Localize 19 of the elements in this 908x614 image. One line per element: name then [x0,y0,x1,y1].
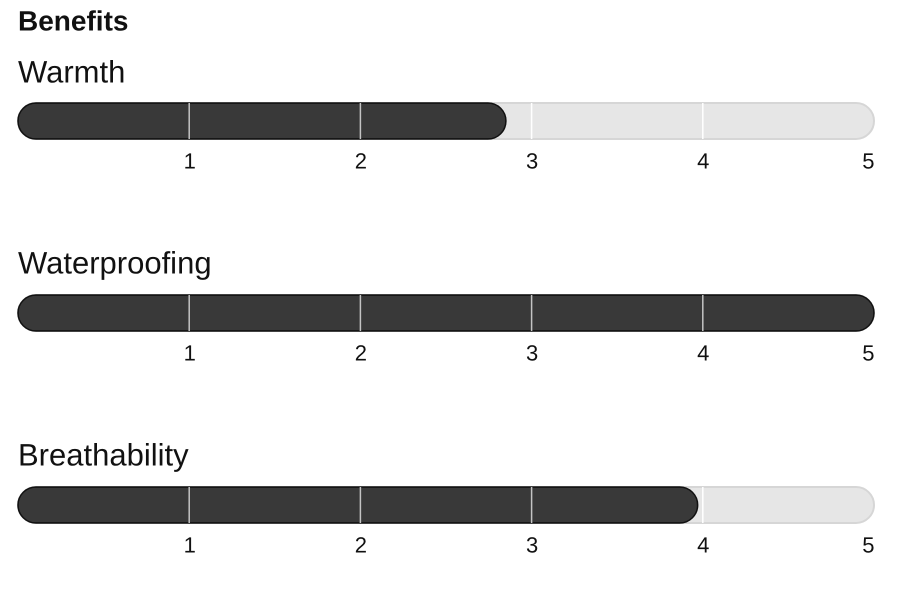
x-tick-label: 2 [354,148,368,174]
x-tick-label: 5 [862,148,874,174]
x-tick-label: 3 [526,148,538,174]
x-tick-label: 1 [184,148,196,174]
y-tick-label: Waterproofing [18,245,212,280]
x-tick-label: 1 [184,532,196,558]
x-tick-label: 1 [184,340,196,366]
text: Benefits [18,5,128,36]
x-tick-label: 2 [354,532,368,558]
x-tick-label: 5 [862,340,874,366]
x-tick-label: 3 [526,340,538,366]
x-tick-label: 2 [354,340,368,366]
x-tick-label: 5 [862,532,874,558]
y-tick-label: Warmth [18,54,126,90]
x-tick-label: 4 [697,148,710,174]
x-tick-label: 4 [697,340,710,366]
x-tick-label: 3 [526,532,538,558]
x-tick-label: 4 [697,532,710,558]
y-tick-label: Breathability [18,437,190,472]
